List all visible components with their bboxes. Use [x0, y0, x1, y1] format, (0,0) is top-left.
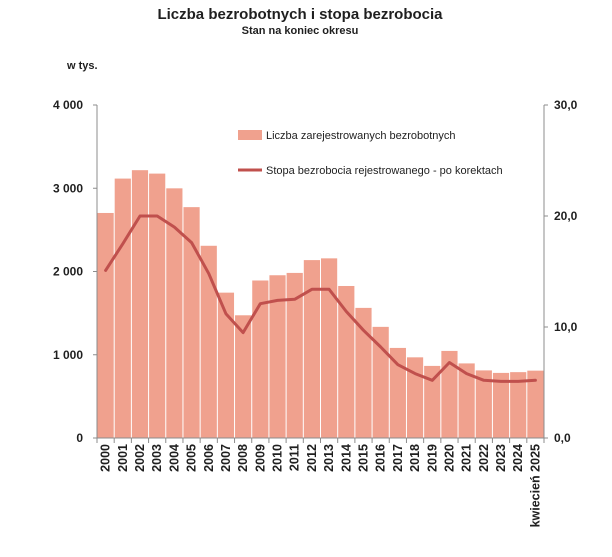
left-tick-label: 2 000	[53, 265, 83, 279]
axes: 0 1 000 2 000 3 000 4 000 0,0 10,0 20,0 30,0 2000…	[53, 98, 578, 527]
bar-2004	[166, 188, 183, 438]
bar-2023	[492, 372, 510, 438]
bar-2003	[149, 173, 166, 438]
bar-2005	[183, 207, 200, 438]
bar-kwiecień-2025	[527, 370, 544, 438]
x-tick-label: 2020	[442, 444, 456, 472]
bar-2020	[441, 350, 458, 438]
x-tick-label: 2017	[391, 444, 405, 472]
x-tick-label: 2023	[494, 444, 508, 472]
bar-2018	[406, 357, 424, 438]
left-tick-label: 4 000	[53, 98, 83, 112]
bar-2013	[321, 258, 338, 438]
bar-2001	[114, 178, 131, 438]
bar-2022	[475, 370, 492, 438]
legend-bar-label: Liczba zarejestrowanych bezrobotnych	[266, 130, 456, 142]
x-tick-label: 2002	[133, 444, 147, 472]
bar-2006	[200, 245, 217, 438]
x-tick-label: 2013	[322, 444, 336, 472]
left-axis-unit-label: w tys.	[66, 60, 98, 72]
legend-bar-swatch	[238, 130, 262, 140]
x-tick-label: 2019	[425, 444, 439, 472]
right-tick-label: 0,0	[554, 431, 571, 445]
bar-2011	[286, 272, 303, 438]
x-tick-label: 2018	[408, 444, 422, 472]
x-tick-label: 2000	[99, 444, 113, 472]
x-tick-label: 2010	[271, 444, 285, 472]
x-tick-label: 2001	[116, 444, 130, 472]
x-tick-label: 2009	[253, 444, 267, 472]
x-tick-label: 2015	[356, 444, 370, 472]
x-tick-label: 2016	[374, 444, 388, 472]
bar-2002	[131, 170, 149, 438]
bar-2021	[458, 363, 475, 438]
x-tick-label: 2011	[288, 444, 302, 471]
line-series	[104, 214, 537, 383]
x-tick-label: 2014	[339, 444, 353, 472]
bar-2009	[252, 280, 269, 438]
left-tick-label: 1 000	[53, 348, 83, 362]
chart-title: Liczba bezrobotnych i stopa bezrobocia	[157, 6, 443, 23]
x-tick-label: 2024	[511, 444, 525, 472]
right-tick-label: 20,0	[554, 209, 578, 223]
x-tick-label: 2004	[167, 444, 181, 472]
x-tick-label: 2021	[460, 444, 474, 472]
right-tick-label: 30,0	[554, 98, 578, 112]
bar-2015	[355, 307, 372, 438]
bar-2008	[235, 315, 252, 438]
legend: Liczba zarejestrowanych bezrobotnych Stop…	[238, 130, 503, 177]
bar-2024	[510, 372, 527, 438]
bar-2019	[424, 365, 441, 438]
legend-line-label: Stopa bezrobocia rejestrowanego - po kor…	[266, 165, 503, 177]
x-tick-label: 2006	[202, 444, 216, 472]
bar-2000	[97, 212, 114, 438]
bar-2017	[389, 347, 406, 438]
bar-2014	[338, 285, 355, 438]
x-tick-label: 2012	[305, 444, 319, 472]
right-tick-label: 10,0	[554, 320, 578, 334]
x-tick-label: 2022	[477, 444, 491, 472]
x-tick-label: kwiecień 2025	[528, 444, 542, 527]
bar-2016	[372, 326, 389, 438]
bar-series	[97, 170, 544, 438]
unemployment-rate-line	[104, 214, 537, 383]
bar-2012	[303, 260, 320, 438]
x-tick-label: 2008	[236, 444, 250, 472]
bar-2007	[217, 292, 235, 438]
left-tick-label: 3 000	[53, 181, 83, 195]
left-tick-label: 0	[76, 431, 83, 445]
chart-subtitle: Stan na koniec okresu	[242, 25, 359, 37]
bar-2010	[269, 275, 286, 438]
x-tick-label: 2007	[219, 444, 233, 472]
x-tick-label: 2005	[185, 444, 199, 472]
x-tick-label: 2003	[150, 444, 164, 472]
